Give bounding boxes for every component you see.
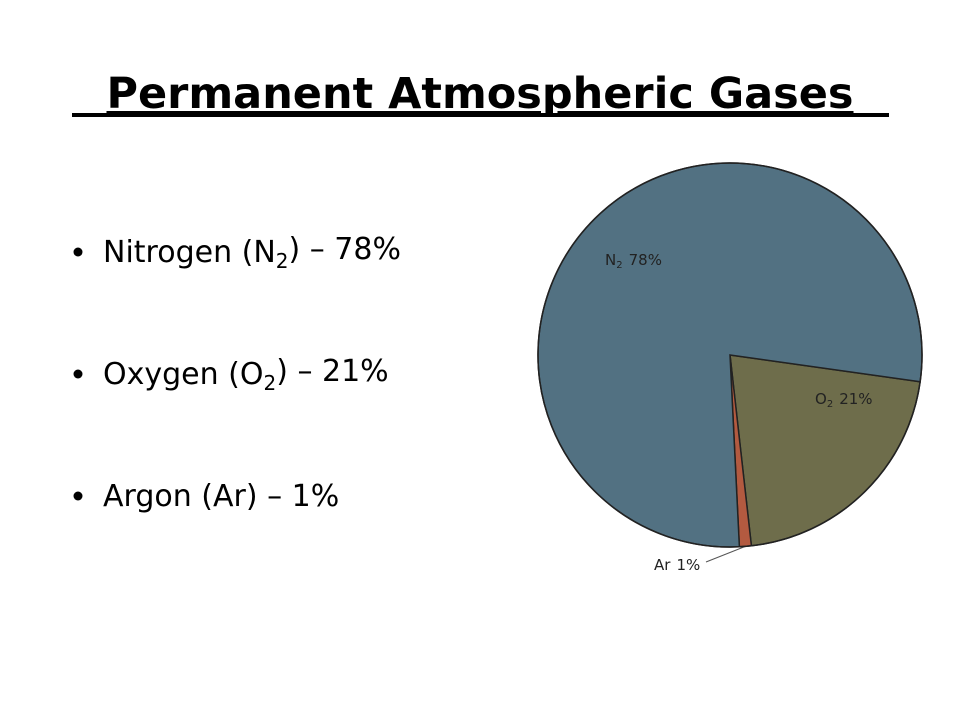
slice-label: O2 (815, 390, 833, 410)
slice-label: Ar (654, 556, 671, 574)
title-underline (72, 113, 889, 117)
slice-value: 21% (839, 390, 872, 408)
bullet-text: Argon (Ar) – 1% (103, 479, 339, 514)
bullet-text: Oxygen (O2) – 21% (103, 354, 389, 395)
bullet-dot (73, 491, 83, 501)
bullet-text: Nitrogen (N2) – 78% (103, 232, 401, 273)
slice-value: 78% (629, 251, 662, 269)
pie-slice (729, 354, 921, 547)
leader-line (705, 545, 746, 563)
slide-title: Permanent Atmospheric Gases (106, 69, 853, 119)
bullet-dot (73, 369, 83, 379)
slice-value: 1% (676, 556, 700, 574)
bullet-dot (73, 247, 83, 257)
slice-label: N2 (605, 251, 623, 271)
pie-outline (537, 162, 923, 548)
